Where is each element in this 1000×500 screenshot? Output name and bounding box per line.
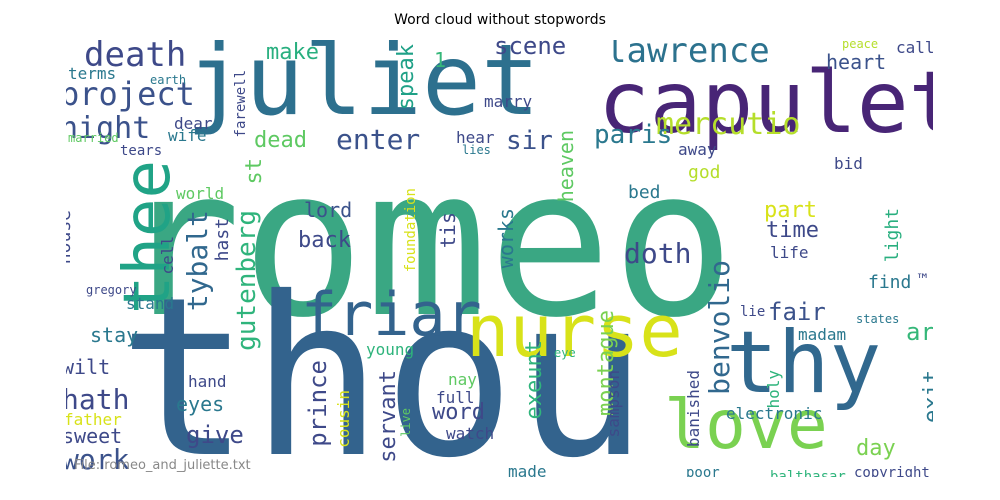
word-house: house — [66, 210, 75, 265]
word-romeo: romeo — [118, 125, 736, 363]
word-earth: earth — [150, 73, 187, 87]
word-part: part — [764, 198, 817, 223]
word-heart: heart — [826, 50, 887, 74]
word-eyes: eyes — [176, 392, 225, 416]
word-made: made — [508, 462, 547, 478]
word-time: time — [766, 218, 819, 243]
word-foundation: foundation — [403, 188, 419, 273]
file-caption: File: romeo_and_juliette.txt — [74, 458, 251, 473]
word-friar: friar — [301, 280, 482, 350]
word-wilt: wilt — [66, 355, 111, 379]
word-exit: exit — [920, 370, 933, 423]
word-paris: paris — [594, 120, 673, 150]
word-life: life — [770, 243, 809, 262]
word-dead: dead — [254, 128, 307, 153]
word-enter: enter — [336, 123, 421, 156]
word-balthasar: balthasar — [770, 469, 846, 477]
word-tm: ™ — [918, 270, 928, 289]
word-copyright: copyright — [854, 465, 930, 477]
word-1: 1 — [434, 48, 447, 72]
word-married: married — [68, 131, 119, 145]
word-art: art — [906, 318, 933, 346]
word-sir: sir — [506, 126, 553, 156]
word-bed: bed — [628, 182, 661, 203]
word-mercutio: mercutio — [656, 107, 801, 142]
word-away: away — [678, 140, 717, 159]
word-madam: madam — [798, 325, 847, 344]
word-god: god — [688, 162, 721, 183]
word-sweet: sweet — [66, 424, 123, 448]
word-marry: marry — [484, 92, 533, 111]
word-give: give — [186, 421, 244, 449]
word-fair: fair — [768, 298, 826, 326]
word-nay: nay — [448, 370, 477, 389]
word-servant: servant — [376, 370, 401, 463]
word-st: st — [242, 158, 267, 185]
word-call: call — [896, 40, 933, 57]
word-young: young — [366, 340, 415, 359]
word-death: death — [84, 40, 187, 75]
word-back: back — [298, 228, 351, 253]
word-lie: lie — [740, 304, 766, 320]
word-full: full — [436, 388, 475, 407]
word-dear: dear — [174, 114, 213, 133]
word-tis: tis — [436, 212, 460, 249]
word-hand: hand — [188, 372, 227, 391]
word-states: states — [856, 312, 900, 326]
word-cousin: cousin — [334, 390, 353, 448]
word-cloud: romeothoujulietcapuletnursethyloveladyth… — [66, 40, 933, 477]
word-thou: thou — [118, 250, 648, 477]
word-farewell: farewell — [233, 70, 249, 138]
word-lord: lord — [304, 198, 353, 222]
word-find: find — [868, 272, 912, 293]
word-tybalt: tybalt — [181, 210, 214, 312]
word-love: love — [664, 386, 828, 465]
word-hast: hast — [212, 218, 233, 262]
word-thy: thy — [726, 313, 882, 413]
word-sampson: sampson — [604, 370, 623, 438]
word-watch: watch — [446, 424, 495, 443]
word-live: live — [399, 408, 413, 437]
word-prince: prince — [304, 360, 332, 447]
word-scene: scene — [494, 40, 567, 60]
word-eye: eye — [554, 346, 576, 360]
word-heaven: heaven — [554, 130, 578, 203]
word-light: light — [882, 208, 903, 263]
word-capulet: capulet — [598, 53, 933, 153]
word-make: make — [266, 40, 319, 65]
word-lies: lies — [462, 143, 491, 157]
chart-title: Word cloud without stopwords — [394, 12, 606, 28]
word-peace: peace — [842, 40, 879, 51]
word-electronic: electronic — [726, 404, 823, 423]
word-cell: cell — [158, 236, 177, 275]
word-works: works — [494, 208, 518, 269]
word-hear: hear — [456, 128, 495, 147]
word-wife: wife — [168, 126, 207, 145]
word-poor: poor — [686, 465, 720, 477]
word-juliet: juliet — [186, 40, 541, 138]
word-terms: terms — [68, 64, 117, 83]
word-work: work — [66, 443, 130, 476]
word-gutenberg: gutenberg — [232, 210, 262, 351]
word-nurse: nurse — [466, 289, 683, 373]
word-hath: hath — [66, 383, 130, 416]
word-word: word — [432, 400, 485, 425]
word-stand: stand — [126, 294, 175, 313]
word-project: project — [66, 75, 195, 113]
word-tears: tears — [120, 143, 163, 159]
word-world: world — [176, 184, 225, 203]
word-night: night — [66, 111, 151, 146]
word-bid: bid — [834, 154, 863, 173]
word-stay: stay — [90, 323, 139, 347]
word-father: father — [66, 410, 122, 429]
word-speak: speak — [394, 44, 419, 111]
word-exeunt: exeunt — [522, 340, 547, 420]
word-holy: holy — [764, 370, 783, 409]
word-lawrence: lawrence — [606, 40, 770, 71]
word-banished: banished — [684, 370, 703, 448]
word-gregory: gregory — [86, 283, 137, 297]
word-doth: doth — [624, 237, 692, 270]
word-day: day — [856, 436, 896, 461]
word-benvolio: benvolio — [703, 260, 736, 395]
